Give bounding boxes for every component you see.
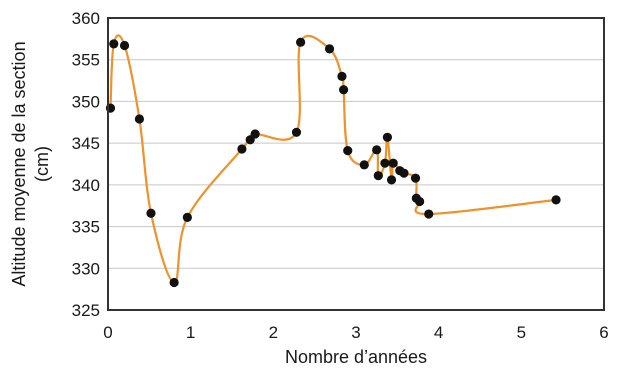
data-series xyxy=(105,34,561,288)
x-tick-label: 4 xyxy=(434,323,443,342)
x-tick-label: 0 xyxy=(103,323,112,342)
y-axis-title-line-1: Altitude moyenne de la section xyxy=(9,41,29,286)
data-point xyxy=(424,209,434,219)
plot-frame xyxy=(107,17,605,311)
data-point xyxy=(359,160,369,170)
y-tick-label: 330 xyxy=(72,259,100,278)
data-point xyxy=(410,173,421,183)
x-tick-label: 6 xyxy=(599,323,608,342)
y-tick-label: 350 xyxy=(72,92,100,111)
data-point xyxy=(551,195,561,205)
data-point xyxy=(382,132,393,142)
data-point xyxy=(237,144,247,154)
data-point xyxy=(343,146,353,156)
data-point xyxy=(296,37,306,47)
data-point xyxy=(372,145,382,155)
data-point xyxy=(386,175,397,185)
x-tick-label: 1 xyxy=(186,323,195,342)
x-axis-title: Nombre d’années xyxy=(285,347,427,367)
data-point xyxy=(373,171,383,181)
y-tick-labels: 325 330 335 340 345 350 355 360 xyxy=(72,9,100,320)
data-point xyxy=(119,40,130,51)
data-point xyxy=(134,114,145,124)
y-tick-label: 355 xyxy=(72,51,100,70)
data-point xyxy=(182,212,192,222)
y-tick-label: 345 xyxy=(72,134,100,153)
data-point xyxy=(380,158,390,168)
x-tick-label: 3 xyxy=(351,323,360,342)
y-tick-label: 360 xyxy=(72,9,100,28)
gridlines xyxy=(108,17,604,311)
data-point xyxy=(339,85,349,95)
y-tick-label: 335 xyxy=(72,218,100,237)
data-point xyxy=(388,158,398,168)
data-point xyxy=(146,208,156,218)
data-point xyxy=(399,168,409,178)
data-point xyxy=(250,129,260,139)
series-line xyxy=(109,34,558,284)
y-tick-label: 340 xyxy=(72,176,100,195)
x-tick-label: 2 xyxy=(269,323,278,342)
x-tick-labels: 0 1 2 3 4 5 6 xyxy=(103,323,608,342)
data-point xyxy=(415,196,425,207)
x-tick-label: 5 xyxy=(517,323,526,342)
y-tick-label: 325 xyxy=(72,301,100,320)
data-point xyxy=(169,277,179,288)
data-point xyxy=(337,71,347,81)
y-axis-title-line-2: (cm) xyxy=(32,146,52,182)
data-point xyxy=(324,44,335,54)
data-point xyxy=(291,127,302,137)
data-point xyxy=(109,39,119,49)
